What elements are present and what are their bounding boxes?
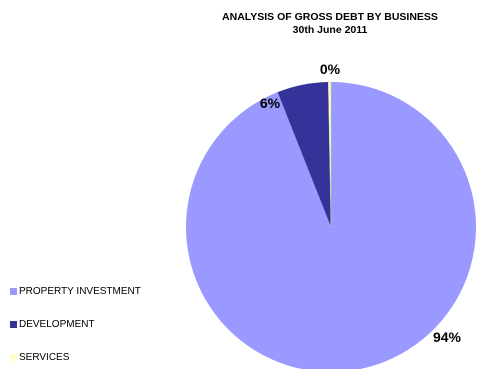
legend-label-development: DEVELOPMENT xyxy=(19,318,95,330)
chart-title: ANALYSIS OF GROSS DEBT BY BUSINESS xyxy=(222,11,438,23)
pie-slice-development xyxy=(277,82,331,227)
legend-label-property-investment: PROPERTY INVESTMENT xyxy=(19,285,141,297)
legend-item-services: SERVICES xyxy=(10,350,141,364)
legend-swatch-services xyxy=(10,353,17,361)
pie-plot-area: 94% 6% 0% xyxy=(186,61,476,369)
chart-subtitle: 30th June 2011 xyxy=(292,24,368,36)
legend-swatch-property-investment xyxy=(10,287,17,295)
slice-label-development: 6% xyxy=(260,95,281,111)
legend-swatch-development xyxy=(10,320,17,328)
legend-item-property-investment: PROPERTY INVESTMENT xyxy=(10,284,141,298)
slice-label-services: 0% xyxy=(320,61,341,77)
slice-label-property-investment: 94% xyxy=(433,329,462,345)
legend-label-services: SERVICES xyxy=(19,351,70,363)
legend-item-development: DEVELOPMENT xyxy=(10,317,141,331)
pie-chart: ANALYSIS OF GROSS DEBT BY BUSINESS 30th … xyxy=(10,11,476,369)
legend: PROPERTY INVESTMENT DEVELOPMENT SERVICES xyxy=(10,284,141,383)
pie-slice-services xyxy=(328,81,332,228)
